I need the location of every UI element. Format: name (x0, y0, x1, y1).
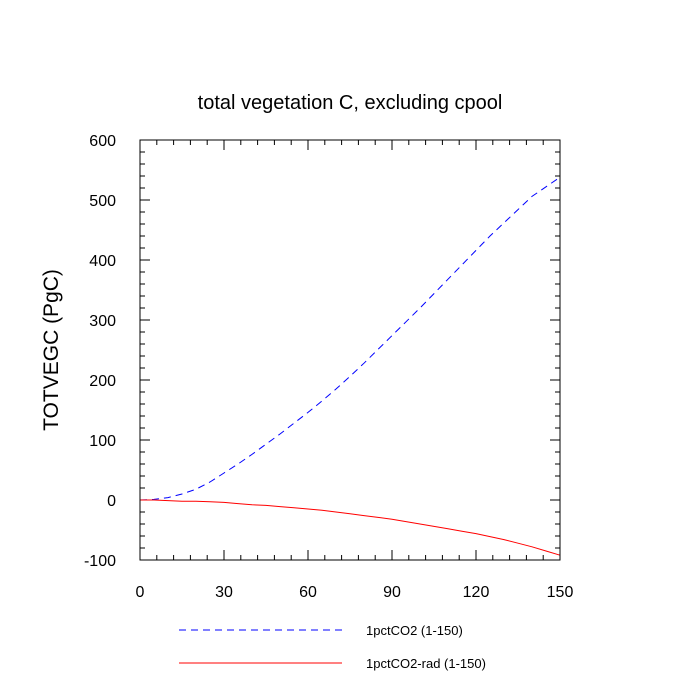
series-layer (139, 176, 561, 556)
x-tick-label: 150 (547, 584, 574, 601)
y-tick-label: 500 (89, 193, 116, 210)
y-tick-label: 0 (107, 493, 116, 510)
series-line-1 (139, 176, 561, 501)
legend-label-2: 1pctCO2-rad (1-150) (366, 656, 486, 671)
legend: 1pctCO2 (1-150) 1pctCO2-rad (1-150) (179, 623, 486, 671)
y-tick-label: 400 (89, 253, 116, 270)
y-tick-label: 600 (89, 133, 116, 150)
legend-label-1: 1pctCO2 (1-150) (366, 623, 463, 638)
x-tick-label: 90 (383, 584, 401, 601)
y-tick-label: 300 (89, 313, 116, 330)
tick-labels: 0 30 60 90 120 150 -100 0 100 200 300 400 500 600 (84, 133, 573, 601)
x-tick-label: 120 (463, 584, 490, 601)
x-tick-label: 60 (299, 584, 317, 601)
series-line-2 (140, 499, 561, 556)
chart-title: total vegetation C, excluding cpool (198, 92, 503, 114)
y-tick-label: 100 (89, 433, 116, 450)
x-tick-label: 30 (215, 584, 233, 601)
y-axis-label: TOTVEGC (PgC) (40, 269, 63, 431)
x-tick-label: 0 (136, 584, 145, 601)
y-tick-label: 200 (89, 373, 116, 390)
axis-ticks (139, 139, 561, 561)
plot-frame (139, 139, 561, 561)
y-tick-label: -100 (84, 553, 116, 570)
